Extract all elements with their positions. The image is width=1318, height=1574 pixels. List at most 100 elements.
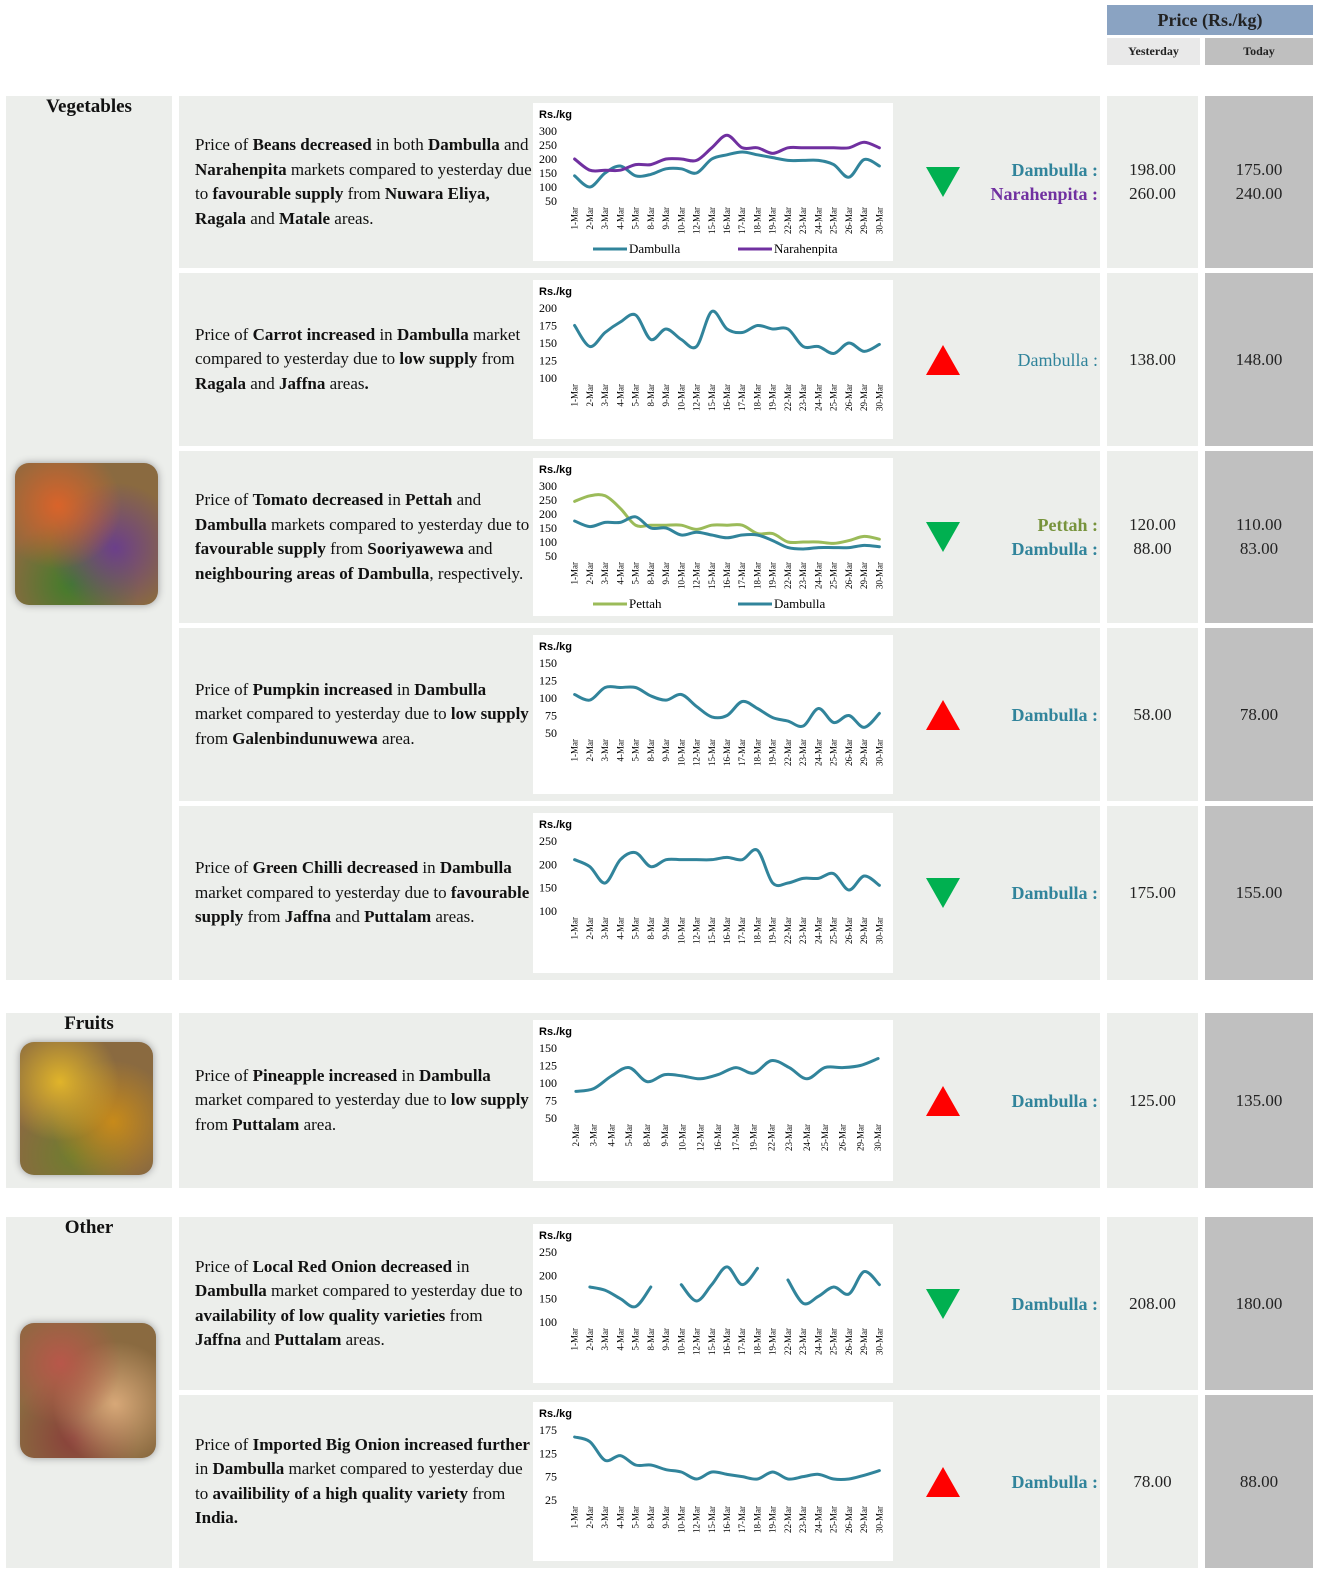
market-name: Dambulla : bbox=[940, 348, 1098, 372]
description-run: from bbox=[195, 729, 232, 748]
description-run: in bbox=[393, 680, 415, 699]
x-tick-label: 1-Mar bbox=[570, 739, 580, 762]
description-run: Price of bbox=[195, 858, 253, 877]
x-tick-label: 29-Mar bbox=[859, 1328, 869, 1355]
y-tick-label: 150 bbox=[539, 656, 557, 670]
x-tick-label: 1-Mar bbox=[570, 207, 580, 230]
y-tick-label: 250 bbox=[539, 834, 557, 848]
description-run: Ragala bbox=[195, 374, 246, 393]
description-run: Price of bbox=[195, 490, 253, 509]
market-name: Narahenpita : bbox=[940, 182, 1098, 206]
y-tick-label: 100 bbox=[539, 1315, 557, 1329]
description-run: from bbox=[243, 907, 285, 926]
x-tick-label: 3-Mar bbox=[600, 1328, 610, 1351]
yesterday-price: 138.00 bbox=[1107, 348, 1198, 372]
x-tick-label: 9-Mar bbox=[661, 739, 671, 762]
section-title: Other bbox=[6, 1217, 172, 1239]
x-tick-label: 5-Mar bbox=[631, 739, 641, 762]
x-tick-label: 3-Mar bbox=[589, 1124, 599, 1147]
x-tick-label: 1-Mar bbox=[570, 1506, 580, 1529]
x-tick-label: 3-Mar bbox=[600, 917, 610, 940]
x-tick-label: 16-Mar bbox=[713, 1124, 723, 1151]
market-name: Dambulla : bbox=[940, 1292, 1098, 1316]
y-tick-label: 250 bbox=[539, 138, 557, 152]
description: Price of Green Chilli decreased in Dambu… bbox=[195, 806, 533, 980]
x-tick-label: 30-Mar bbox=[874, 1506, 884, 1533]
x-tick-label: 3-Mar bbox=[600, 739, 610, 762]
x-tick-label: 8-Mar bbox=[646, 1328, 656, 1351]
x-tick-label: 18-Mar bbox=[752, 562, 762, 589]
description-run: market compared to yesterday due to bbox=[267, 1281, 523, 1300]
description-run: Pumpkin increased bbox=[253, 680, 393, 699]
y-tick-label: 200 bbox=[539, 152, 557, 166]
description-run: Dambulla bbox=[397, 325, 469, 344]
description-run: Dambulla bbox=[440, 858, 512, 877]
x-tick-label: 30-Mar bbox=[873, 1124, 883, 1151]
x-tick-label: 12-Mar bbox=[692, 917, 702, 944]
x-tick-label: 12-Mar bbox=[695, 1124, 705, 1151]
price-chart: Rs./kg1001502002501-Mar2-Mar3-Mar4-Mar5-… bbox=[533, 813, 893, 973]
x-tick-label: 29-Mar bbox=[859, 384, 869, 411]
x-tick-label: 16-Mar bbox=[722, 739, 732, 766]
report-page: Price (Rs./kg) Yesterday Today Vegetable… bbox=[0, 0, 1318, 1574]
x-tick-label: 15-Mar bbox=[707, 917, 717, 944]
price-chart: Rs./kg501001502002503001-Mar2-Mar3-Mar4-… bbox=[533, 458, 893, 616]
description-text: Price of Imported Big Onion increased fu… bbox=[195, 1433, 533, 1531]
y-tick-label: 75 bbox=[545, 709, 557, 723]
x-tick-label: 18-Mar bbox=[752, 1506, 762, 1533]
x-tick-label: 24-Mar bbox=[813, 207, 823, 234]
x-tick-label: 25-Mar bbox=[829, 1328, 839, 1355]
x-tick-label: 17-Mar bbox=[737, 384, 747, 411]
x-tick-label: 16-Mar bbox=[722, 207, 732, 234]
today-price: 240.00 bbox=[1205, 182, 1313, 206]
description-run: Puttalam bbox=[364, 907, 431, 926]
x-tick-label: 23-Mar bbox=[798, 384, 808, 411]
y-tick-label: 125 bbox=[539, 1059, 557, 1073]
description-run: in both bbox=[372, 135, 428, 154]
y-tick-label: 125 bbox=[539, 674, 557, 688]
description-run: from bbox=[326, 539, 368, 558]
description-run: from bbox=[343, 184, 385, 203]
description-run: Local Red Onion decreased bbox=[253, 1257, 452, 1276]
description-run: and bbox=[331, 907, 364, 926]
description-run: and bbox=[246, 209, 279, 228]
x-tick-label: 23-Mar bbox=[798, 739, 808, 766]
description-run: and bbox=[452, 490, 481, 509]
x-tick-label: 22-Mar bbox=[783, 1328, 793, 1355]
section-photo bbox=[20, 1323, 156, 1458]
price-chart: Rs./kg50751001251501-Mar2-Mar3-Mar4-Mar5… bbox=[533, 635, 893, 794]
description: Price of Local Red Onion decreased in Da… bbox=[195, 1217, 533, 1390]
description-run: areas. bbox=[341, 1330, 384, 1349]
description-text: Price of Pumpkin increased in Dambulla m… bbox=[195, 678, 533, 752]
y-tick-label: 100 bbox=[539, 535, 557, 549]
y-tick-label: 300 bbox=[539, 124, 557, 138]
description-run: from bbox=[477, 349, 514, 368]
x-tick-label: 25-Mar bbox=[829, 739, 839, 766]
price-chart: Rs./kg1001502002501-Mar2-Mar3-Mar4-Mar5-… bbox=[533, 1224, 893, 1383]
y-axis-label: Rs./kg bbox=[539, 464, 572, 476]
x-tick-label: 16-Mar bbox=[722, 1328, 732, 1355]
x-tick-label: 10-Mar bbox=[676, 739, 686, 766]
x-tick-label: 26-Mar bbox=[844, 384, 854, 411]
x-tick-label: 8-Mar bbox=[646, 562, 656, 585]
x-tick-label: 30-Mar bbox=[874, 207, 884, 234]
x-tick-label: 1-Mar bbox=[570, 384, 580, 407]
description-run: Dambulla bbox=[414, 680, 486, 699]
x-tick-label: 25-Mar bbox=[829, 207, 839, 234]
description: Price of Pumpkin increased in Dambulla m… bbox=[195, 628, 533, 801]
y-axis-label: Rs./kg bbox=[539, 1230, 572, 1242]
description-run: Price of bbox=[195, 680, 253, 699]
description-text: Price of Tomato decreased in Pettah and … bbox=[195, 488, 533, 586]
x-tick-label: 9-Mar bbox=[661, 207, 671, 230]
description: Price of Carrot increased in Dambulla ma… bbox=[195, 273, 533, 446]
yesterday-price: 125.00 bbox=[1107, 1089, 1198, 1113]
x-tick-label: 9-Mar bbox=[660, 1124, 670, 1147]
description-run: Dambulla bbox=[419, 1066, 491, 1085]
x-tick-label: 26-Mar bbox=[844, 562, 854, 589]
x-tick-label: 4-Mar bbox=[615, 384, 625, 407]
description-run: in bbox=[418, 858, 440, 877]
x-tick-label: 5-Mar bbox=[631, 917, 641, 940]
x-tick-label: 26-Mar bbox=[844, 1506, 854, 1533]
y-tick-label: 250 bbox=[539, 493, 557, 507]
x-tick-label: 15-Mar bbox=[707, 1328, 717, 1355]
